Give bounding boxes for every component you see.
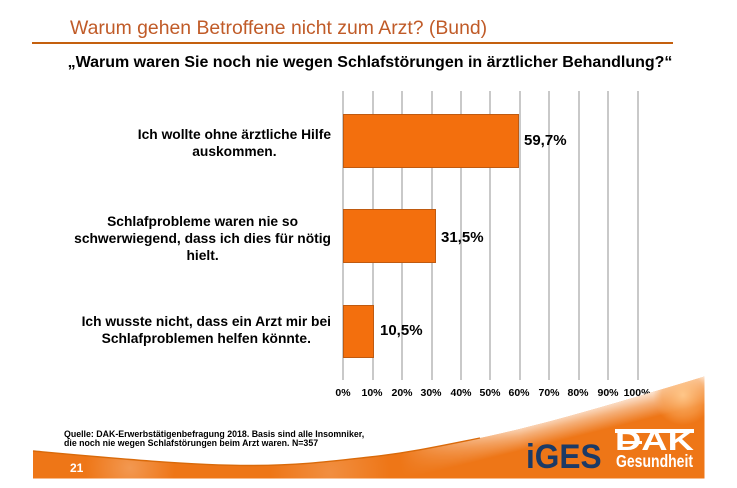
svg-text:21: 21 bbox=[70, 461, 84, 475]
